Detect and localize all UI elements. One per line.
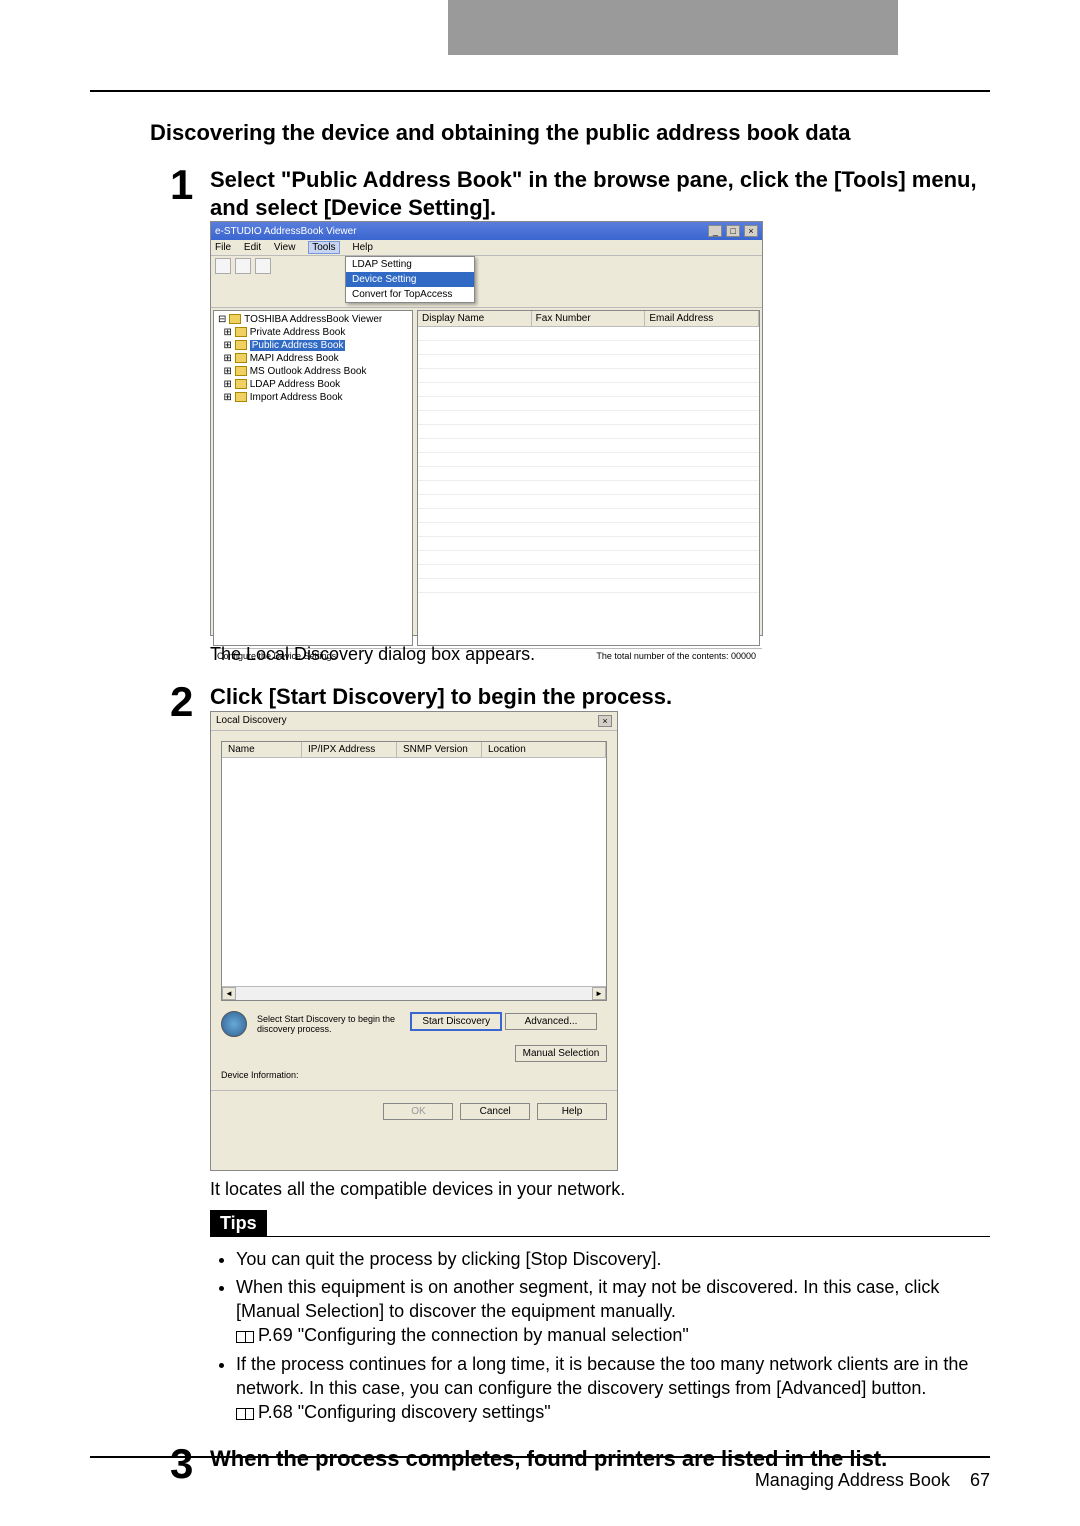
minimize-icon[interactable]: _ (708, 225, 722, 237)
book-icon (236, 1331, 254, 1343)
tip-item: If the process continues for a long time… (236, 1352, 990, 1425)
ok-button[interactable]: OK (383, 1103, 453, 1120)
page-reference: P.69 "Configuring the connection by manu… (236, 1323, 689, 1347)
menu-file[interactable]: File (215, 242, 231, 253)
tip-item: You can quit the process by clicking [St… (236, 1247, 990, 1271)
tree-item[interactable]: ⊞ LDAP Address Book (218, 378, 408, 391)
step-instruction: Select "Public Address Book" in the brow… (210, 166, 990, 221)
footer-page: 67 (970, 1470, 990, 1490)
tips-box: Tips You can quit the process by clickin… (210, 1210, 990, 1425)
step-number: 2 (170, 681, 210, 1429)
step-body: Select "Public Address Book" in the brow… (210, 164, 990, 675)
step-number: 3 (170, 1443, 210, 1485)
tree-root[interactable]: ⊟ TOSHIBA AddressBook Viewer (218, 313, 408, 326)
cancel-button[interactable]: Cancel (460, 1103, 530, 1120)
hint-row: Select Start Discovery to begin the disc… (211, 1011, 617, 1045)
toolbar-icon[interactable] (255, 258, 271, 274)
window-buttons: _ □ × (707, 225, 758, 237)
step-1: 1 Select "Public Address Book" in the br… (170, 164, 990, 675)
dropdown-item-convert[interactable]: Convert for TopAccess (346, 287, 474, 302)
screenshot-addressbook-viewer: e-STUDIO AddressBook Viewer _ □ × File E… (210, 221, 763, 636)
dialog-titlebar: Local Discovery × (211, 712, 617, 731)
folder-icon (229, 314, 241, 324)
header-gray-bar (448, 0, 898, 55)
menu-edit[interactable]: Edit (244, 242, 261, 253)
separator (211, 1090, 617, 1091)
step-2: 2 Click [Start Discovery] to begin the p… (170, 681, 990, 1429)
tip-item: When this equipment is on another segmen… (236, 1275, 990, 1348)
col-faxnumber[interactable]: Fax Number (532, 311, 646, 326)
folder-icon (235, 327, 247, 337)
page-reference: P.68 "Configuring discovery settings" (236, 1400, 551, 1424)
dialog-buttons: OK Cancel Help (211, 1097, 617, 1126)
scroll-right-icon[interactable]: ► (592, 987, 606, 1000)
help-button[interactable]: Help (537, 1103, 607, 1120)
dropdown-item-ldap[interactable]: LDAP Setting (346, 257, 474, 272)
top-rule (90, 90, 990, 92)
col-snmp[interactable]: SNMP Version (397, 742, 482, 757)
col-name[interactable]: Name (222, 742, 302, 757)
menu-help[interactable]: Help (352, 242, 373, 253)
page-footer: Managing Address Book 67 (755, 1470, 990, 1491)
list-rows (418, 327, 759, 593)
page-content: Discovering the device and obtaining the… (90, 90, 990, 1491)
folder-icon (235, 379, 247, 389)
tips-label: Tips (210, 1210, 267, 1237)
tree-item[interactable]: ⊞ MS Outlook Address Book (218, 365, 408, 378)
col-email[interactable]: Email Address (645, 311, 759, 326)
hint-text: Select Start Discovery to begin the disc… (257, 1014, 400, 1034)
status-right: The total number of the contents: 00000 (596, 651, 756, 661)
window-titlebar: e-STUDIO AddressBook Viewer _ □ × (211, 222, 762, 240)
device-listbox: Name IP/IPX Address SNMP Version Locatio… (221, 741, 607, 1001)
folder-icon (235, 392, 247, 402)
folder-icon (235, 366, 247, 376)
dropdown-item-device-setting[interactable]: Device Setting (346, 272, 474, 287)
col-location[interactable]: Location (482, 742, 606, 757)
manual-selection-button[interactable]: Manual Selection (515, 1045, 607, 1062)
close-icon[interactable]: × (598, 715, 612, 727)
start-discovery-button[interactable]: Start Discovery (410, 1012, 502, 1031)
menu-view[interactable]: View (274, 242, 296, 253)
book-icon (236, 1408, 254, 1420)
step2-note: It locates all the compatible devices in… (210, 1179, 990, 1200)
tree-item-selected[interactable]: ⊞ Public Address Book (218, 339, 408, 352)
tree-item[interactable]: ⊞ Private Address Book (218, 326, 408, 339)
toolbar: LDAP Setting Device Setting Convert for … (211, 256, 762, 308)
toolbar-icon[interactable] (215, 258, 231, 274)
tree-pane: ⊟ TOSHIBA AddressBook Viewer ⊞ Private A… (213, 310, 413, 646)
tree-item[interactable]: ⊞ Import Address Book (218, 391, 408, 404)
maximize-icon[interactable]: □ (726, 225, 740, 237)
device-info-label: Device Information: (211, 1066, 617, 1084)
folder-icon (235, 353, 247, 363)
tips-list: You can quit the process by clicking [St… (210, 1247, 990, 1425)
list-body (222, 758, 606, 986)
dialog-title: Local Discovery (216, 715, 287, 727)
col-address[interactable]: IP/IPX Address (302, 742, 397, 757)
scroll-left-icon[interactable]: ◄ (222, 987, 236, 1000)
step-number: 1 (170, 164, 210, 675)
list-header: Name IP/IPX Address SNMP Version Locatio… (222, 742, 606, 758)
step-instruction: When the process completes, found printe… (210, 1445, 990, 1473)
footer-rule (90, 1456, 990, 1458)
screenshot-local-discovery: Local Discovery × Name IP/IPX Address SN… (210, 711, 618, 1171)
menubar: File Edit View Tools Help (211, 240, 762, 256)
menu-tools[interactable]: Tools (308, 241, 339, 254)
tree-item[interactable]: ⊞ MAPI Address Book (218, 352, 408, 365)
advanced-button[interactable]: Advanced... (505, 1013, 597, 1030)
section-title: Discovering the device and obtaining the… (150, 120, 990, 146)
h-scrollbar[interactable]: ◄ ► (222, 986, 606, 1000)
close-icon[interactable]: × (744, 225, 758, 237)
step-instruction: Click [Start Discovery] to begin the pro… (210, 683, 990, 711)
list-header: Display Name Fax Number Email Address (418, 311, 759, 327)
step-body: Click [Start Discovery] to begin the pro… (210, 681, 990, 1429)
col-displayname[interactable]: Display Name (418, 311, 532, 326)
tools-dropdown: LDAP Setting Device Setting Convert for … (345, 256, 475, 303)
folder-icon (235, 340, 247, 350)
window-title: e-STUDIO AddressBook Viewer (215, 226, 357, 237)
footer-text: Managing Address Book (755, 1470, 950, 1490)
tips-rule (210, 1236, 990, 1237)
globe-icon (221, 1011, 247, 1037)
toolbar-icon[interactable] (235, 258, 251, 274)
list-pane: Display Name Fax Number Email Address (417, 310, 760, 646)
